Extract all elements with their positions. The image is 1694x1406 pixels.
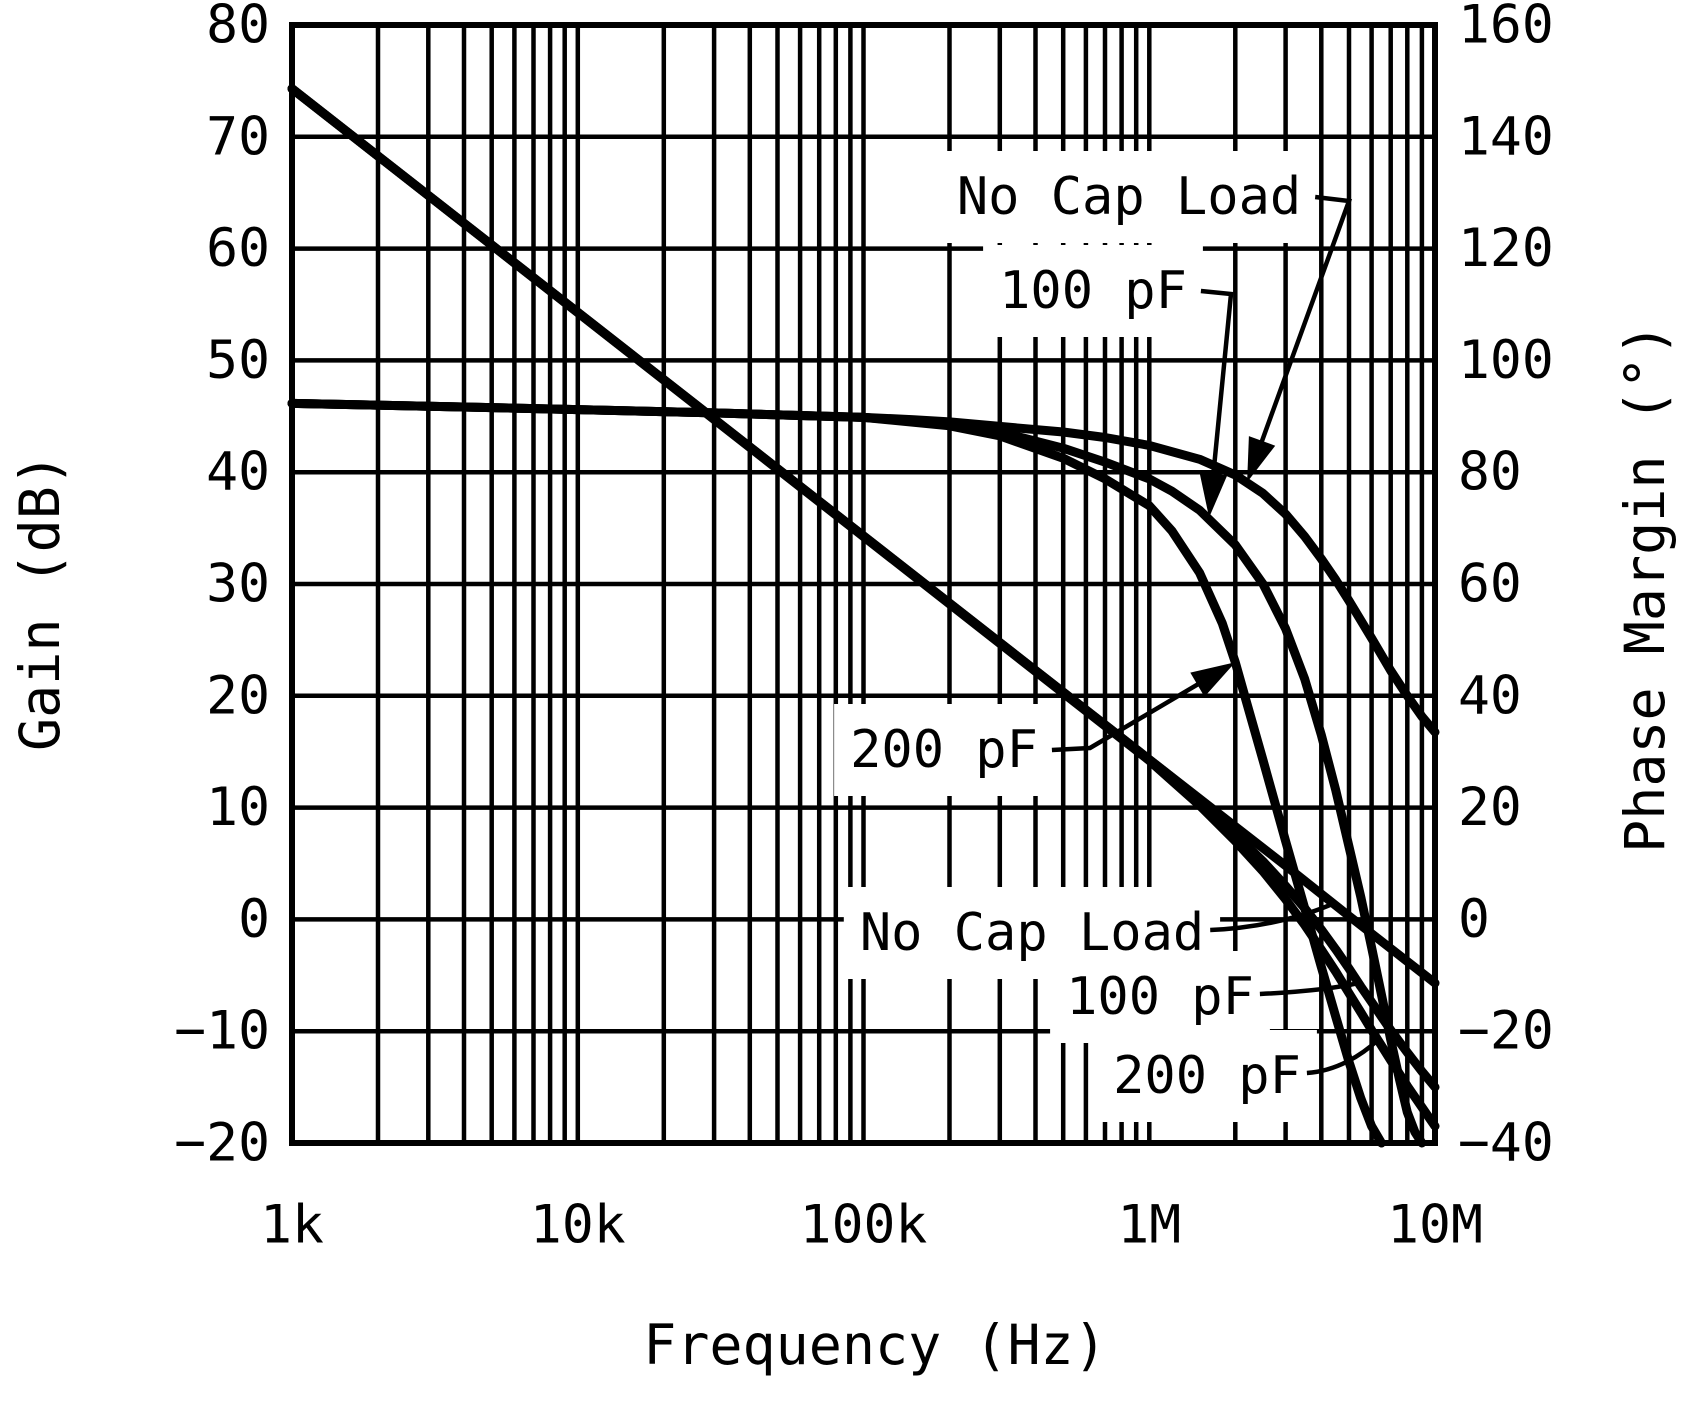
callout-hook-line <box>1306 1038 1380 1076</box>
callout-phase-no-cap-label: No Cap Load <box>957 167 1301 227</box>
y-left-tick-label: −10 <box>174 1001 270 1062</box>
y-axis-title-left: Gain (dB) <box>8 453 72 751</box>
callout-label-box <box>940 151 1318 243</box>
y-left-tick-label: 50 <box>206 330 270 391</box>
y-right-tick-label: 60 <box>1458 554 1522 615</box>
y-left-tick-label: 30 <box>206 554 270 615</box>
y-right-tick-label: 0 <box>1458 889 1490 950</box>
callout-hook-line <box>1259 980 1359 997</box>
curve-phase-200pf <box>287 398 1386 1148</box>
arrowhead-icon <box>1247 436 1276 483</box>
callout-arrow-line <box>1200 288 1234 480</box>
callout-label-box <box>1097 1030 1317 1122</box>
y-right-tick-label: 140 <box>1458 106 1554 167</box>
y-right-tick-label: −20 <box>1458 1001 1554 1062</box>
y-left-tick-label: 0 <box>238 889 270 950</box>
x-tick-label: 10M <box>1387 1195 1483 1256</box>
y-right-tick-label: 160 <box>1458 0 1554 56</box>
axis-tick-labels: 80706050403020100−10−2016014012010080604… <box>174 0 1553 1256</box>
plot-border <box>289 22 1438 1146</box>
x-tick-label: 10k <box>530 1195 626 1256</box>
callout-hook-line <box>1210 901 1335 933</box>
y-left-tick-label: 60 <box>206 218 270 279</box>
callout-gain-100pf-label: 100 pF <box>1066 967 1254 1027</box>
callout-label-box <box>983 245 1203 337</box>
y-left-tick-label: 40 <box>206 442 270 503</box>
x-tick-label: 1M <box>1117 1195 1181 1256</box>
arrowhead-icon <box>1199 472 1228 518</box>
y-left-tick-label: 70 <box>206 106 270 167</box>
y-axis-title-right: Phase Margin (°) <box>1613 323 1677 853</box>
y-right-tick-label: 20 <box>1458 777 1522 838</box>
y-left-tick-label: 10 <box>206 777 270 838</box>
callout-arrow-line <box>1257 194 1353 448</box>
callout-gain-no-cap-label: No Cap Load <box>860 903 1204 963</box>
callout-label-box <box>1050 951 1270 1043</box>
callout-gain-200pf-label: 200 pF <box>1113 1046 1301 1106</box>
y-right-tick-label: 80 <box>1458 442 1522 503</box>
callout-arrow-line <box>1051 679 1204 753</box>
y-right-tick-label: −40 <box>1458 1113 1554 1174</box>
label-background-boxes <box>834 151 1318 1122</box>
x-tick-label: 100k <box>800 1195 928 1256</box>
callout-phase-100pf-label: 100 pF <box>999 261 1187 321</box>
callout-phase-200pf-label: 200 pF <box>850 720 1038 780</box>
x-tick-label: 1k <box>260 1195 324 1256</box>
y-left-tick-label: 80 <box>206 0 270 56</box>
callout-label-box <box>834 704 1054 796</box>
y-left-tick-label: 20 <box>206 665 270 726</box>
arrowhead-icon <box>1190 662 1236 697</box>
y-right-tick-label: 100 <box>1458 330 1554 391</box>
y-left-tick-label: −20 <box>174 1113 270 1174</box>
y-right-tick-label: 40 <box>1458 665 1522 726</box>
data-curves <box>287 84 1440 1148</box>
y-right-tick-label: 120 <box>1458 218 1554 279</box>
x-axis-title: Frequency (Hz) <box>643 1313 1107 1377</box>
